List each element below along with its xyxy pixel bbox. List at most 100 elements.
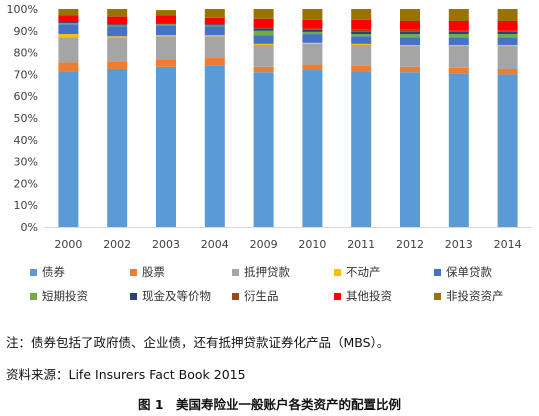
x-tick-label: 2012 <box>396 238 424 251</box>
data-source: 资料来源：Life Insurers Fact Book 2015 <box>6 367 246 382</box>
bar-segment <box>58 9 79 16</box>
legend-swatch <box>232 268 239 276</box>
figure-caption: 图 1 美国寿险业一般账户各类资产的配置比例 <box>137 397 402 412</box>
bar-segment <box>107 24 128 26</box>
bar-segment <box>204 26 225 36</box>
bar-segment <box>448 30 469 32</box>
bar-segment <box>107 16 128 25</box>
bar-segment <box>253 30 274 36</box>
x-tick-label: 2010 <box>298 238 326 251</box>
stacked-bar-chart: 0% 10% 20% 30% 40% 50% 60% 70% 80% 90% 100% 2000 200… <box>7 3 532 251</box>
bar-segment <box>302 64 323 71</box>
bar-segment <box>497 30 518 32</box>
bar-segment <box>253 9 274 19</box>
legend-label: 衍生品 <box>244 289 279 303</box>
legend-item: 债券 <box>30 264 65 280</box>
bar-segment <box>204 17 225 25</box>
bar-segment <box>156 66 176 228</box>
x-tick-label: 2004 <box>201 238 229 251</box>
bar-segment <box>58 71 79 227</box>
y-tick-label: 70% <box>14 68 38 81</box>
bar-segment <box>302 42 323 44</box>
bar-segment <box>448 73 469 227</box>
y-tick-label: 60% <box>14 90 38 103</box>
bar-segment <box>58 15 79 23</box>
bar-segment <box>448 37 469 45</box>
x-tick-label: 2000 <box>54 238 82 251</box>
bar-segment <box>351 34 372 37</box>
bar-segment <box>497 74 518 228</box>
bar-segment <box>204 65 225 228</box>
legend-item: 其他投资 <box>334 288 392 304</box>
bar-segment <box>107 68 128 227</box>
bar-segment <box>448 44 469 47</box>
bar-segment <box>351 19 372 30</box>
legend-swatch <box>130 292 137 300</box>
bar-segment <box>448 46 469 68</box>
bar-segment <box>351 44 372 66</box>
bar-segment <box>448 9 469 21</box>
bar-segment <box>351 31 372 35</box>
bar-segment <box>351 36 372 44</box>
legend-item: 短期投资 <box>30 288 88 304</box>
bar-segment <box>58 24 79 35</box>
y-tick-label: 10% <box>14 199 38 212</box>
legend-item: 非投资资产 <box>434 288 504 304</box>
bar-segment <box>253 35 274 44</box>
bar-segment <box>107 26 128 37</box>
legend-label: 短期投资 <box>42 289 88 303</box>
bar-segment <box>204 25 225 27</box>
bar-segment <box>253 72 274 227</box>
bar-segment <box>400 31 420 35</box>
legend-label: 抵押贷款 <box>244 265 290 279</box>
legend-label: 非投资资产 <box>446 289 504 303</box>
legend-item: 现金及等价物 <box>130 288 211 304</box>
bar-segment <box>204 58 225 66</box>
y-tick-label: 90% <box>14 25 38 38</box>
bar-segment <box>351 9 372 20</box>
legend-swatch <box>334 292 341 300</box>
bar-segment <box>204 9 225 18</box>
legend-item: 不动产 <box>334 264 381 280</box>
bar-segment <box>253 28 274 31</box>
legend-item: 股票 <box>130 264 165 280</box>
bar-segment <box>302 29 323 32</box>
bar-segment <box>253 44 274 67</box>
bar-segment <box>204 36 225 59</box>
bar-segment <box>58 34 79 38</box>
bar-segment <box>58 23 79 25</box>
bar-segment <box>156 10 176 16</box>
y-tick-label: 20% <box>14 177 38 190</box>
legend-label: 债券 <box>42 265 65 279</box>
bar-segment <box>497 68 518 75</box>
y-tick-label: 0% <box>21 221 38 234</box>
bar-segment <box>497 34 518 38</box>
bar-segment <box>351 71 372 227</box>
bar-segment <box>351 29 372 32</box>
legend-label: 现金及等价物 <box>142 289 211 303</box>
bar-segment <box>302 43 323 65</box>
bar-segment <box>58 62 79 72</box>
bar-segment <box>156 24 176 26</box>
bar-segment <box>448 31 469 35</box>
bar-segment <box>253 18 274 28</box>
bar-segment <box>156 15 176 24</box>
bar-segment <box>448 34 469 38</box>
y-tick-label: 80% <box>14 47 38 60</box>
bar-segment <box>497 9 518 21</box>
bar-segment <box>400 20 420 30</box>
legend-item: 抵押贷款 <box>232 264 290 280</box>
bar-segment <box>253 66 274 73</box>
y-tick-label: 100% <box>7 3 38 16</box>
legend-swatch <box>30 268 37 276</box>
bar-segment <box>204 35 225 37</box>
bar-segment <box>58 22 79 24</box>
y-tick-label: 30% <box>14 156 38 169</box>
legend-swatch <box>434 268 441 276</box>
bar-segment <box>156 35 176 37</box>
bar-segment <box>497 44 518 47</box>
bar-segment <box>448 67 469 74</box>
bar-segment <box>400 66 420 73</box>
x-tick-label: 2002 <box>103 238 131 251</box>
chart-legend: 债券 股票 抵押贷款 不动产 保单贷款 短期投资 现金及等价物 衍生品 其他投资 非投资资产 <box>0 264 539 308</box>
